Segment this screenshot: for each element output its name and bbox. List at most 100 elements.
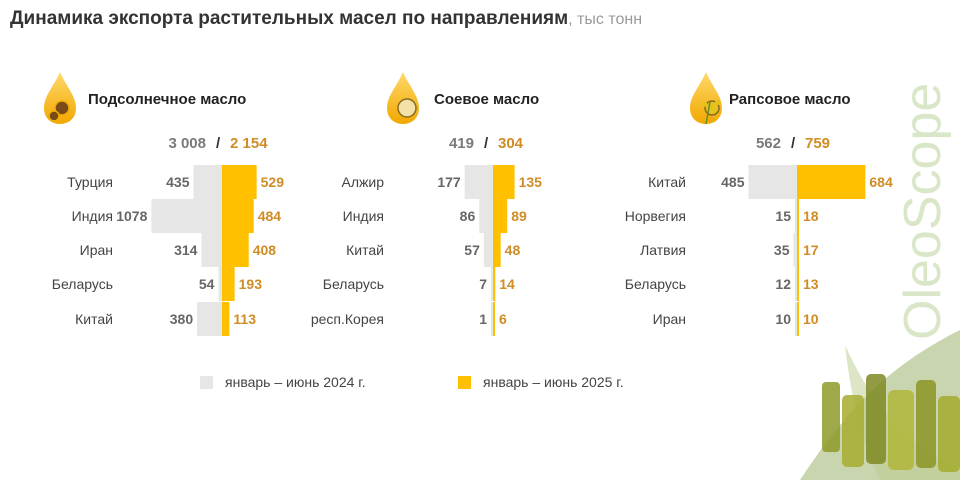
bar-curr [797,302,799,336]
value-label-curr: 529 [261,174,285,190]
panel-title: Подсолнечное масло [88,91,246,108]
value-label-prev: 7 [479,276,487,292]
category-label: Китай [75,311,113,327]
value-label-curr: 89 [511,208,527,224]
bar-prev [795,199,797,233]
bar-prev [479,199,493,233]
value-label-curr: 193 [239,276,263,292]
legend-curr: январь – июнь 2025 г. [458,374,624,390]
rapeseed-oil-icon [690,72,722,125]
total-sep: / [484,135,489,152]
value-label-curr: 17 [803,242,819,258]
oil-bottles-icon [822,374,960,472]
bar-curr [222,302,230,336]
legend-prev: январь – июнь 2024 г. [200,374,366,390]
brand-logo: OleoScope [894,83,952,340]
bar-prev [197,302,222,336]
bar-curr [493,267,496,301]
chart-title: Динамика экспорта растительных масел по … [10,8,642,30]
bar-prev [483,233,493,267]
bar-curr [222,199,254,233]
bar-curr [493,165,515,199]
category-label: Китай [346,242,384,258]
category-label: Индия [72,208,113,224]
value-label-curr: 135 [519,174,543,190]
bar-prev [793,233,797,267]
bar-curr [797,199,799,233]
value-label-prev: 380 [170,311,194,327]
bar-curr [493,233,501,267]
value-label-prev: 485 [721,174,745,190]
bar-curr [797,165,866,199]
category-label: Беларусь [323,276,384,292]
value-label-prev: 177 [437,174,461,190]
category-label: Латвия [640,242,686,258]
value-label-curr: 10 [803,311,819,327]
value-label-prev: 1 [479,311,487,327]
value-label-curr: 48 [505,242,521,258]
total-prev: 419 [449,135,474,152]
category-label: респ.Корея [311,311,384,327]
bar-prev [795,302,797,336]
category-label: Беларусь [52,276,113,292]
value-label-prev: 54 [199,276,215,292]
title-unit: , тыс тонн [568,11,643,28]
total-curr: 304 [498,135,524,152]
legend-curr-label: январь – июнь 2025 г. [483,374,624,390]
category-label: Китай [648,174,686,190]
value-label-curr: 13 [803,276,819,292]
bar-prev [491,267,493,301]
category-label: Иран [653,311,686,327]
bar-curr [797,267,799,301]
legend-curr-swatch [458,375,471,389]
bar-prev [151,199,222,233]
bar-prev [464,165,493,199]
bar-curr [222,165,257,199]
category-label: Алжир [342,174,385,190]
category-label: Беларусь [625,276,686,292]
total-prev: 3 008 [168,135,206,152]
value-label-curr: 14 [499,276,515,292]
value-label-curr: 18 [803,208,819,224]
value-label-curr: 484 [258,208,282,224]
sunflower-oil-icon [44,72,76,124]
bar-curr [797,233,799,267]
value-label-prev: 57 [464,242,480,258]
category-label: Турция [67,174,113,190]
value-label-curr: 408 [253,242,277,258]
legend-prev-label: январь – июнь 2024 г. [225,374,366,390]
category-label: Индия [343,208,384,224]
bar-prev [218,267,222,301]
bar-prev [748,165,797,199]
value-label-prev: 86 [460,208,476,224]
legend-prev-swatch [200,375,213,389]
bar-curr [222,233,249,267]
bar-prev [193,165,222,199]
title-text: Динамика экспорта растительных масел по … [10,8,569,29]
value-label-curr: 684 [869,174,893,190]
value-label-prev: 15 [775,208,791,224]
value-label-prev: 35 [774,242,790,258]
total-sep: / [791,135,796,152]
value-label-prev: 314 [174,242,198,258]
panel-title: Рапсовое масло [729,91,851,108]
total-curr: 2 154 [230,135,268,152]
panel-title: Соевое масло [434,91,539,108]
value-label-curr: 113 [233,311,256,327]
value-label-prev: 12 [775,276,791,292]
bar-prev [795,267,797,301]
total-prev: 562 [756,135,781,152]
value-label-prev: 1078 [116,208,147,224]
total-curr: 759 [805,135,830,152]
bar-curr [222,267,235,301]
soybean-oil-icon [387,72,419,124]
category-label: Норвегия [625,208,686,224]
value-label-prev: 435 [166,174,190,190]
bar-prev [491,302,493,336]
category-label: Иран [80,242,113,258]
bar-curr [493,302,495,336]
value-label-curr: 6 [499,311,507,327]
bar-prev [201,233,222,267]
total-sep: / [216,135,221,152]
